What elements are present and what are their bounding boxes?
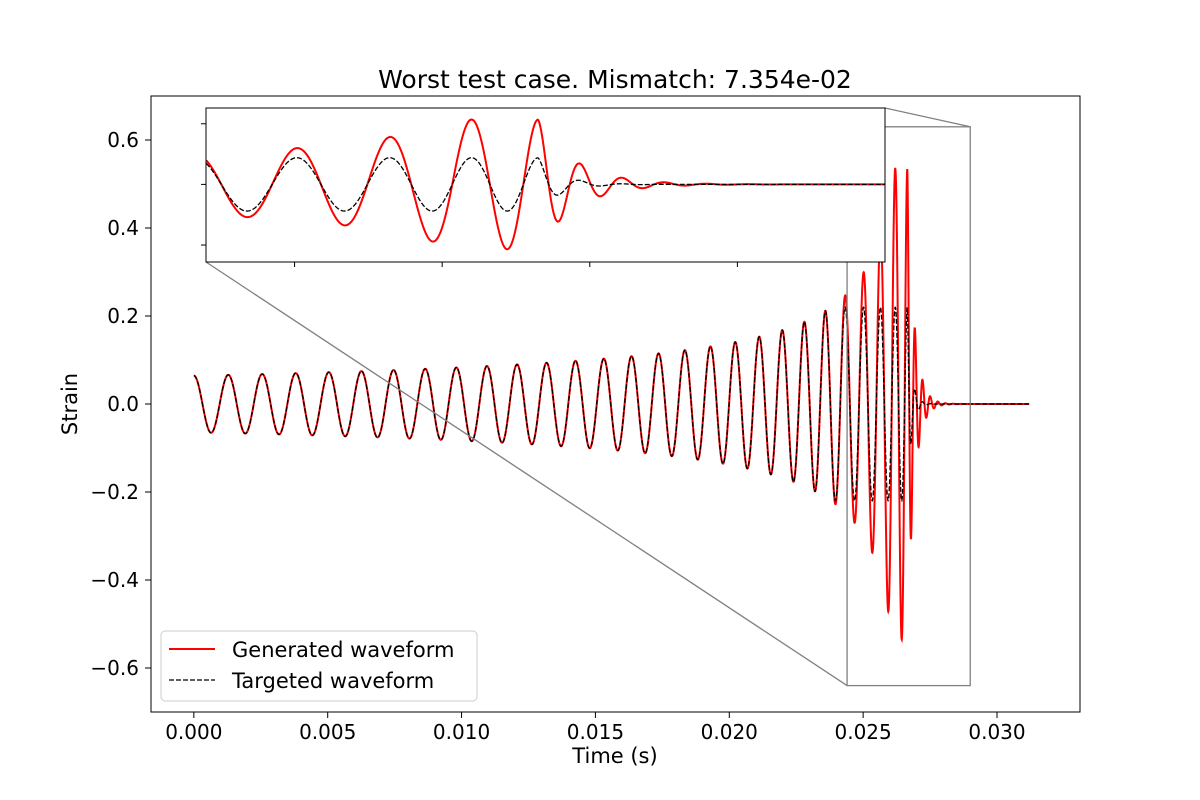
x-axis-label: Time (s) [571,744,657,768]
chart-title: Worst test case. Mismatch: 7.354e-02 [378,65,852,94]
x-tick-label: 0.000 [165,720,222,744]
x-tick-label: 0.005 [299,720,356,744]
x-tick-label: 0.020 [701,720,758,744]
y-tick-group: 0.6 0.4 0.2 0.0 −0.2 −0.4 −0.6 [90,128,151,680]
y-tick-label: 0.4 [107,216,139,240]
main-plot-area: 0.000 0.005 0.010 0.015 0.020 0.025 0.030 0.60… [90,95,1081,744]
y-tick-label: −0.6 [90,656,139,680]
legend-label-generated: Generated waveform [232,638,454,662]
y-axis-label: Strain [58,373,82,435]
y-tick-label: 0.2 [107,304,139,328]
zoom-connector-line [205,261,848,687]
x-tick-label: 0.010 [433,720,490,744]
y-tick-label: −0.4 [90,568,139,592]
y-tick-label: 0.6 [107,128,139,152]
inset-series-line-targeted-waveform [205,157,885,212]
inset-tick-group [201,123,738,267]
zoom-connector-line [884,107,971,128]
x-tick-group: 0.000 0.005 0.010 0.015 0.020 0.025 0.030 [165,712,1026,744]
x-tick-label: 0.030 [968,720,1025,744]
legend-frame [160,630,478,702]
inset-series-group [205,118,885,251]
x-tick-label: 0.025 [835,720,892,744]
zoom-region-box [846,126,971,687]
inset-axes-frame [205,107,886,263]
main-series-group [193,167,1030,644]
series-line-targeted-waveform [193,306,1030,502]
legend-label-targeted: Targeted waveform [231,669,434,693]
y-tick-label: −0.2 [90,480,139,504]
legend: Generated waveform Targeted waveform [160,630,478,702]
inset-axes [201,107,886,267]
zoom-indicator [205,107,971,687]
y-tick-label: 0.0 [107,392,139,416]
x-tick-label: 0.015 [567,720,624,744]
